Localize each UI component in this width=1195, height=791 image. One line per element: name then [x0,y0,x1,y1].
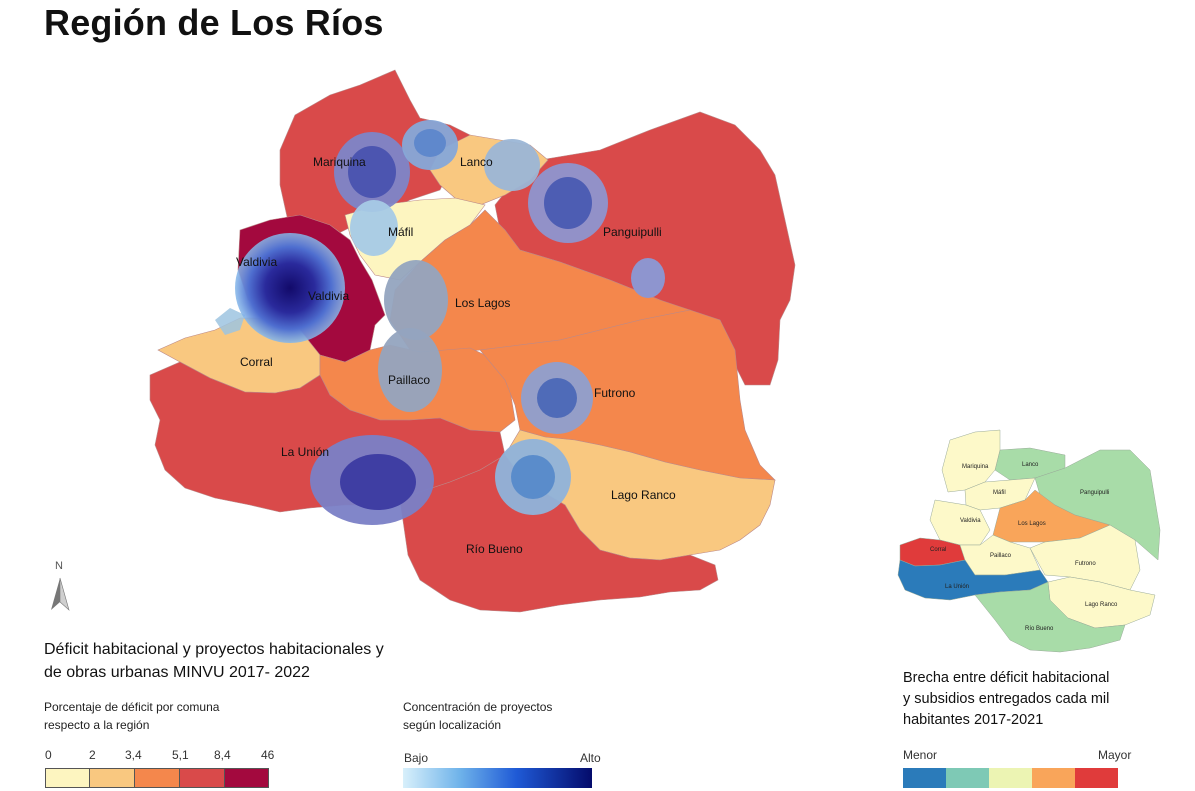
label-futrono: Futrono [594,386,636,400]
inset-map: Mariquina Lanco Panguipulli Máfil Los La… [897,429,1161,653]
inset-label-mafil: Máfil [993,490,1006,496]
inset-label-mariquina: Mariquina [962,464,989,470]
deficit-tick-0: 0 [45,748,52,762]
label-los-lagos: Los Lagos [455,296,510,310]
inset-swatch-3 [1032,768,1076,788]
inset-label-futrono: Futrono [1075,561,1096,567]
main-map [149,69,796,613]
inset-label-panguipulli: Panguipulli [1080,490,1109,496]
deficit-legend-title: Porcentaje de déficit por comuna respect… [44,698,219,734]
concentration-gradient-bar [403,768,592,788]
deficit-tick-5: 46 [261,748,275,762]
concentration-legend-title: Concentración de proyectos según localiz… [403,698,552,734]
inset-legend-title: Brecha entre déficit habitacional y subs… [903,668,1109,731]
inset-commune-rio-bueno [974,581,1126,653]
inset-high-label: Mayor [1098,748,1132,762]
deficit-swatch-1 [89,768,135,788]
hotspot-lago-ranco-core [511,455,555,499]
inset-label-rio-bueno: Río Bueno [1025,626,1054,632]
inset-swatch-4 [1075,768,1118,788]
hotspot-panguipulli-core [544,177,592,229]
hotspot-lanco-north-core [414,129,446,157]
inset-label-corral: Corral [930,547,946,553]
inset-title-line2: y subsidios entregados cada mil [903,691,1110,707]
label-corral: Corral [240,355,273,369]
label-lanco: Lanco [460,155,493,169]
hotspot-panguipulli-east [631,258,665,298]
inset-label-lago-ranco: Lago Ranco [1085,602,1118,608]
concentration-low-label: Bajo [404,751,429,765]
inset-commune-mariquina [941,429,1001,493]
legend-title-line1: Déficit habitacional y proyectos habitac… [44,641,384,658]
inset-label-lanco: Lanco [1022,462,1039,468]
deficit-swatch-4 [224,768,269,788]
page-title: Región de Los Ríos [44,2,384,43]
label-mafil: Máfil [388,225,413,239]
main-map-labels: Mariquina Lanco Panguipulli Máfil Valdiv… [236,155,676,556]
deficit-swatch-2 [134,768,180,788]
concentration-title-line1: Concentración de proyectos [403,700,553,714]
inset-swatch-1 [946,768,990,788]
label-valdivia: Valdivia [236,255,277,269]
hotspot-valdivia [235,233,345,343]
deficit-tick-3: 5,1 [172,748,189,762]
concentration-overlay [235,120,665,525]
deficit-swatch-3 [179,768,225,788]
inset-commune-futrono [1029,524,1141,591]
inset-label-paillaco: Paillaco [990,553,1012,559]
concentration-title-line2: según localización [403,718,502,732]
hotspot-la-union-core [340,454,416,510]
inset-low-label: Menor [903,748,938,762]
inset-swatch-2 [989,768,1033,788]
deficit-tick-1: 2 [89,748,96,762]
inset-label-los-lagos: Los Lagos [1018,521,1046,527]
inset-label-valdivia: Valdivia [960,518,981,524]
legend-title-line2: de obras urbanas MINVU 2017- 2022 [44,664,310,681]
deficit-legend-title-line1: Porcentaje de déficit por comuna [44,700,220,714]
deficit-legend-title-line2: respecto a la región [44,718,150,732]
north-arrow-icon: N [51,560,70,611]
deficit-tick-2: 3,4 [125,748,142,762]
bay-water [215,308,245,335]
label-rio-bueno: Río Bueno [466,542,523,556]
deficit-tick-4: 8,4 [214,748,231,762]
label-mariquina: Mariquina [313,155,366,169]
hotspot-futrono-core [537,378,577,418]
inset-label-la-union: La Unión [945,584,969,590]
inset-title-line1: Brecha entre déficit habitacional [903,670,1110,686]
label-la-union: La Unión [281,445,329,459]
inset-swatch-0 [903,768,947,788]
north-label: N [55,560,63,572]
hotspot-los-lagos [384,260,448,340]
deficit-swatch-0 [45,768,90,788]
label-panguipulli: Panguipulli [603,225,662,239]
inset-title-line3: habitantes 2017-2021 [903,712,1044,728]
hotspot-mariquina-core [348,146,396,198]
hotspot-mafil [350,200,398,256]
label-lago-ranco: Lago Ranco [611,488,676,502]
label-valdivia-secondary: Valdivia [308,289,349,303]
concentration-high-label: Alto [580,751,601,765]
inset-commune-lanco [994,447,1066,481]
hotspot-lanco [484,139,540,191]
label-paillaco: Paillaco [388,373,430,387]
legend-title: Déficit habitacional y proyectos habitac… [44,638,384,684]
hotspot-paillaco [378,328,442,412]
